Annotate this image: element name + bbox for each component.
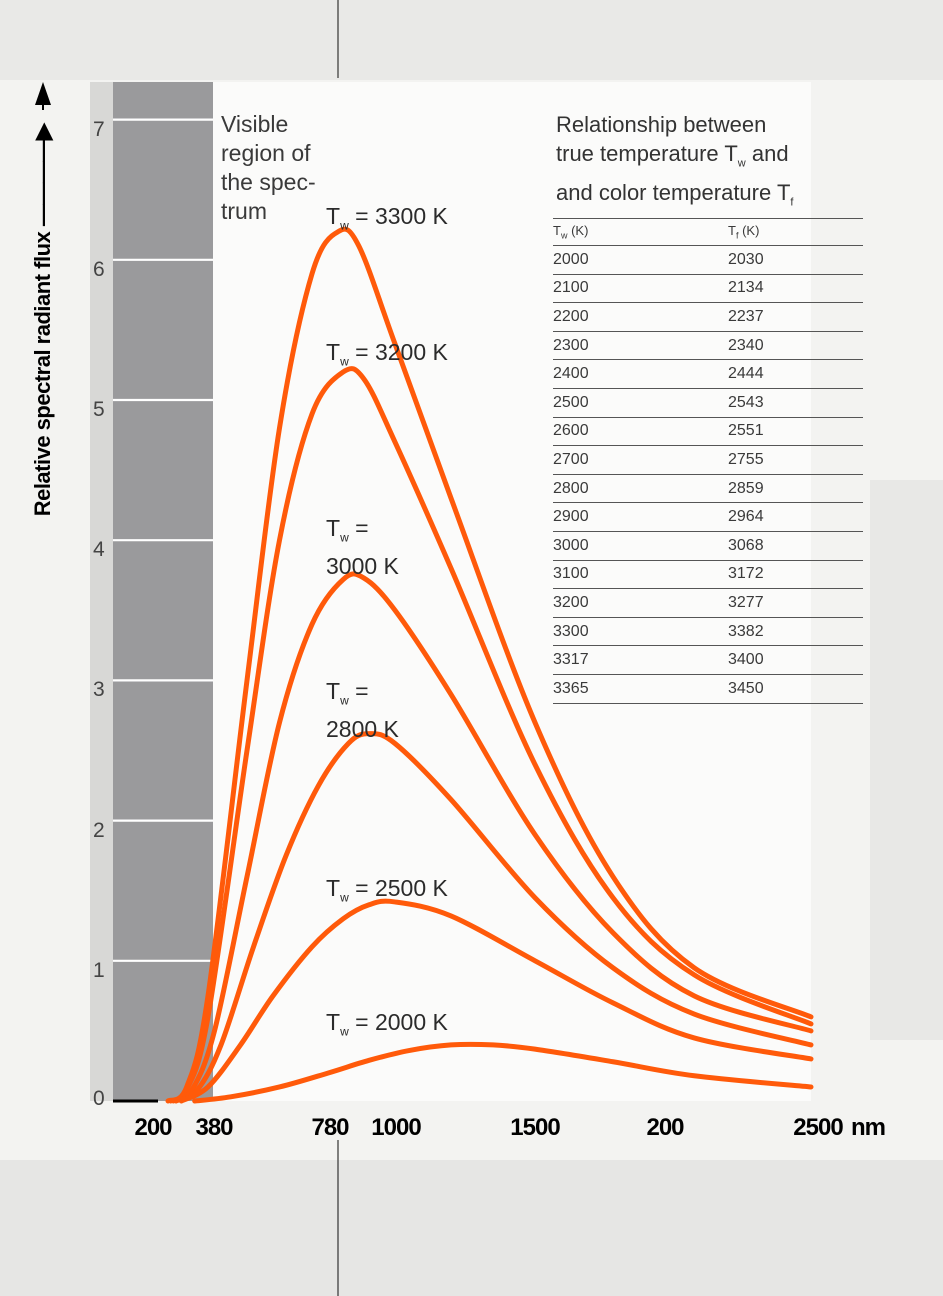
cell-tf: 2859 <box>728 474 863 504</box>
temperature-table: Tw (K) Tf (K) 2000 2030 2100 2134 2200 2237 23… <box>553 218 863 704</box>
cell-tw: 2500 <box>553 388 728 418</box>
visible-region-band <box>113 82 213 1101</box>
cell-tf: 2340 <box>728 331 863 361</box>
cell-tf: 3382 <box>728 617 863 647</box>
y-tick-5: 5 <box>93 398 105 421</box>
cell-tf: 3277 <box>728 588 863 618</box>
cell-tw: 2000 <box>553 245 728 275</box>
table-title-line2: true temperature Tw and <box>556 141 789 170</box>
cell-tf: 3400 <box>728 645 863 675</box>
x-tick-3: 1000 <box>371 1114 421 1141</box>
table-title-line3: and color temperature Tf <box>556 180 794 209</box>
y-axis-arrow-line: ———— <box>30 140 55 232</box>
cell-tf: 2237 <box>728 302 863 332</box>
x-tick-1: 380 <box>195 1114 233 1141</box>
cell-tw: 2300 <box>553 331 728 361</box>
cell-tf: 3450 <box>728 674 863 704</box>
table-row: 3365 3450 <box>553 674 863 704</box>
label-3300k: Tw = 3300 K <box>326 203 448 233</box>
cell-tw: 3200 <box>553 588 728 618</box>
table-title: Relationship between true temperature Tw… <box>556 110 856 218</box>
cell-tw: 2100 <box>553 274 728 304</box>
y-axis-label-text: Relative spectral radiant flux <box>30 231 55 517</box>
column-header-tf: Tf (K) <box>728 218 863 246</box>
table-row: 2600 2551 <box>553 417 863 447</box>
table-row: 2300 2340 <box>553 331 863 361</box>
table-row: 2500 2543 <box>553 388 863 418</box>
x-axis-unit: nm <box>851 1114 886 1141</box>
curve-2800k <box>173 731 814 1104</box>
y-arrow-head <box>35 82 51 105</box>
y-tick-4: 4 <box>93 538 105 562</box>
label-3200k: Tw = 3200 K <box>326 339 448 369</box>
table-row: 3317 3400 <box>553 645 863 675</box>
cell-tf: 2543 <box>728 388 863 418</box>
table-row: 2700 2755 <box>553 445 863 475</box>
y-tick-1: 1 <box>93 958 105 982</box>
x-tick-6: 2500 <box>793 1114 843 1141</box>
cell-tf: 2964 <box>728 502 863 532</box>
curve-3000k <box>170 571 814 1104</box>
curve-2000k <box>192 1041 814 1104</box>
cell-tf: 2030 <box>728 245 863 275</box>
y-tick-0: 0 <box>93 1087 105 1110</box>
y-tick-7: 7 <box>93 117 105 141</box>
cell-tw: 2400 <box>553 359 728 389</box>
cell-tw: 3100 <box>553 560 728 590</box>
y-tick-3: 3 <box>93 678 105 702</box>
table-title-line1: Relationship between <box>556 112 767 137</box>
y-tick-6: 6 <box>93 257 105 281</box>
x-tick-0: 200 <box>134 1114 172 1141</box>
table-row: 3300 3382 <box>553 617 863 647</box>
table-row: 2100 2134 <box>553 274 863 304</box>
table-row: 2900 2964 <box>553 502 863 532</box>
cell-tw: 2600 <box>553 417 728 447</box>
y-axis-arrow-icon: ▶ <box>30 123 55 141</box>
table-row: 3100 3172 <box>553 560 863 590</box>
table-row: 2400 2444 <box>553 359 863 389</box>
table-row: 2000 2030 <box>553 245 863 275</box>
cell-tw: 2900 <box>553 502 728 532</box>
y-axis-label: Relative spectral radiant flux ————▶ <box>30 124 56 517</box>
cell-tw: 3365 <box>553 674 728 704</box>
cell-tf: 2444 <box>728 359 863 389</box>
curve-3300k <box>165 226 814 1104</box>
cell-tf: 3172 <box>728 560 863 590</box>
table-header-row: Tw (K) Tf (K) <box>553 218 863 246</box>
x-tick-5: 200 <box>646 1114 684 1141</box>
label-3000k: Tw = 3000 K <box>326 515 399 579</box>
label-2800k: Tw = 2800 K <box>326 678 399 742</box>
y-axis-strip <box>90 82 113 1101</box>
cell-tw: 3300 <box>553 617 728 647</box>
cell-tf: 2755 <box>728 445 863 475</box>
table-row: 2800 2859 <box>553 474 863 504</box>
table-row: 3000 3068 <box>553 531 863 561</box>
label-2500k: Tw = 2500 K <box>326 875 448 905</box>
cell-tw: 2200 <box>553 302 728 332</box>
table-row: 2200 2237 <box>553 302 863 332</box>
cell-tf: 2551 <box>728 417 863 447</box>
label-2000k: Tw = 2000 K <box>326 1009 448 1039</box>
cell-tf: 2134 <box>728 274 863 304</box>
cell-tw: 2800 <box>553 474 728 504</box>
visible-region-label: Visible region of the spec- trum <box>221 111 316 224</box>
cell-tw: 3317 <box>553 645 728 675</box>
x-tick-2: 780 <box>311 1114 349 1141</box>
curve-2500k <box>178 898 814 1104</box>
table-row: 3200 3277 <box>553 588 863 618</box>
y-tick-2: 2 <box>93 818 105 842</box>
x-tick-4: 1500 <box>510 1114 560 1141</box>
cell-tf: 3068 <box>728 531 863 561</box>
curve-3200k <box>168 366 814 1104</box>
column-header-tw: Tw (K) <box>553 218 728 246</box>
cell-tw: 3000 <box>553 531 728 561</box>
cell-tw: 2700 <box>553 445 728 475</box>
